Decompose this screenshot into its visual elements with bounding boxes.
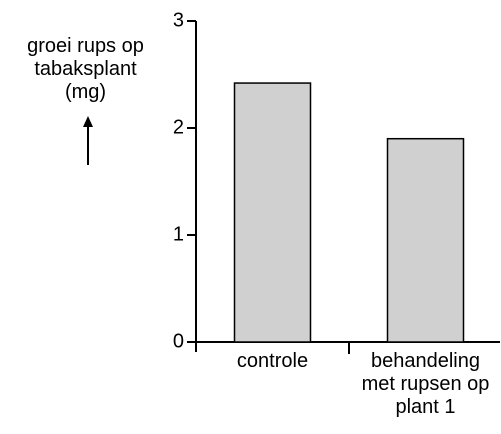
y-tick-label: 2 <box>173 116 184 138</box>
x-tick-label: behandeling met rupsen op plant 1 <box>361 350 490 418</box>
bar <box>386 137 465 343</box>
y-axis-label: groei rups op tabaksplant (mg) <box>27 35 144 103</box>
arrow-head <box>83 116 93 127</box>
y-tick-label: 3 <box>173 9 184 31</box>
x-tick-label: controle <box>236 350 309 372</box>
bar <box>233 82 312 343</box>
y-tick-label: 0 <box>173 330 184 352</box>
y-tick-label: 1 <box>173 223 184 245</box>
